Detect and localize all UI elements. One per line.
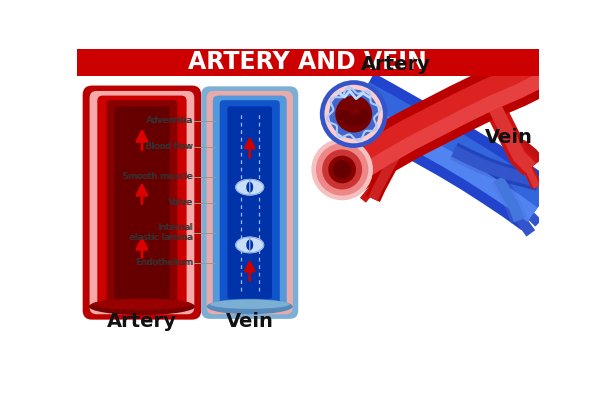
FancyBboxPatch shape: [213, 96, 287, 310]
Polygon shape: [337, 109, 371, 126]
Circle shape: [333, 160, 352, 179]
Text: Smooth muscle: Smooth muscle: [122, 172, 192, 181]
Polygon shape: [515, 153, 542, 190]
Text: ARTERY AND VEIN: ARTERY AND VEIN: [188, 51, 427, 75]
Ellipse shape: [92, 299, 192, 310]
FancyBboxPatch shape: [114, 107, 170, 299]
Polygon shape: [250, 237, 263, 253]
Text: Endothelium: Endothelium: [134, 258, 192, 267]
Ellipse shape: [210, 300, 290, 309]
Polygon shape: [509, 204, 535, 237]
Polygon shape: [350, 82, 550, 222]
Text: Adventitia: Adventitia: [147, 116, 194, 125]
Text: Endothelium: Endothelium: [136, 258, 194, 267]
Text: Vein: Vein: [226, 312, 274, 331]
Text: Artery: Artery: [107, 312, 177, 331]
Text: Valve: Valve: [169, 198, 194, 207]
FancyBboxPatch shape: [201, 86, 298, 319]
FancyBboxPatch shape: [83, 85, 201, 320]
Polygon shape: [327, 58, 545, 192]
Text: Artery: Artery: [361, 55, 431, 73]
Text: Smooth muscle: Smooth muscle: [124, 172, 194, 181]
Circle shape: [316, 143, 368, 196]
FancyBboxPatch shape: [206, 91, 293, 314]
FancyBboxPatch shape: [97, 96, 187, 310]
Ellipse shape: [206, 299, 293, 314]
Polygon shape: [335, 73, 545, 192]
Polygon shape: [509, 135, 544, 166]
Text: Internal
elastic lamina: Internal elastic lamina: [130, 223, 194, 243]
Polygon shape: [360, 173, 388, 202]
Polygon shape: [236, 179, 250, 195]
Circle shape: [329, 90, 379, 139]
Polygon shape: [350, 100, 538, 222]
Polygon shape: [449, 143, 541, 191]
Polygon shape: [368, 133, 412, 201]
Text: Blood flow: Blood flow: [145, 142, 192, 151]
Text: Adventitia: Adventitia: [146, 116, 192, 125]
Circle shape: [320, 80, 388, 148]
Polygon shape: [512, 202, 542, 227]
Polygon shape: [500, 169, 531, 202]
Polygon shape: [366, 132, 414, 202]
FancyBboxPatch shape: [107, 100, 178, 305]
Text: Vein: Vein: [485, 128, 532, 147]
Text: Blood flow: Blood flow: [146, 142, 194, 151]
Bar: [77, 49, 539, 76]
FancyBboxPatch shape: [220, 100, 280, 305]
Circle shape: [311, 139, 373, 200]
Polygon shape: [491, 175, 527, 224]
Polygon shape: [482, 92, 536, 173]
Circle shape: [328, 156, 356, 183]
Circle shape: [322, 149, 362, 190]
Polygon shape: [323, 50, 550, 200]
Polygon shape: [236, 237, 250, 253]
Ellipse shape: [89, 298, 195, 315]
Polygon shape: [346, 73, 556, 230]
Circle shape: [325, 85, 383, 143]
Text: Valve: Valve: [167, 198, 192, 207]
Polygon shape: [494, 176, 524, 222]
Polygon shape: [451, 146, 540, 188]
Text: Internal
elastic lamina: Internal elastic lamina: [129, 223, 192, 243]
FancyBboxPatch shape: [227, 107, 272, 299]
Polygon shape: [250, 179, 263, 195]
Polygon shape: [517, 154, 540, 189]
Polygon shape: [479, 90, 538, 176]
Bar: [196, 87, 300, 318]
Circle shape: [335, 96, 372, 132]
FancyBboxPatch shape: [89, 91, 194, 314]
